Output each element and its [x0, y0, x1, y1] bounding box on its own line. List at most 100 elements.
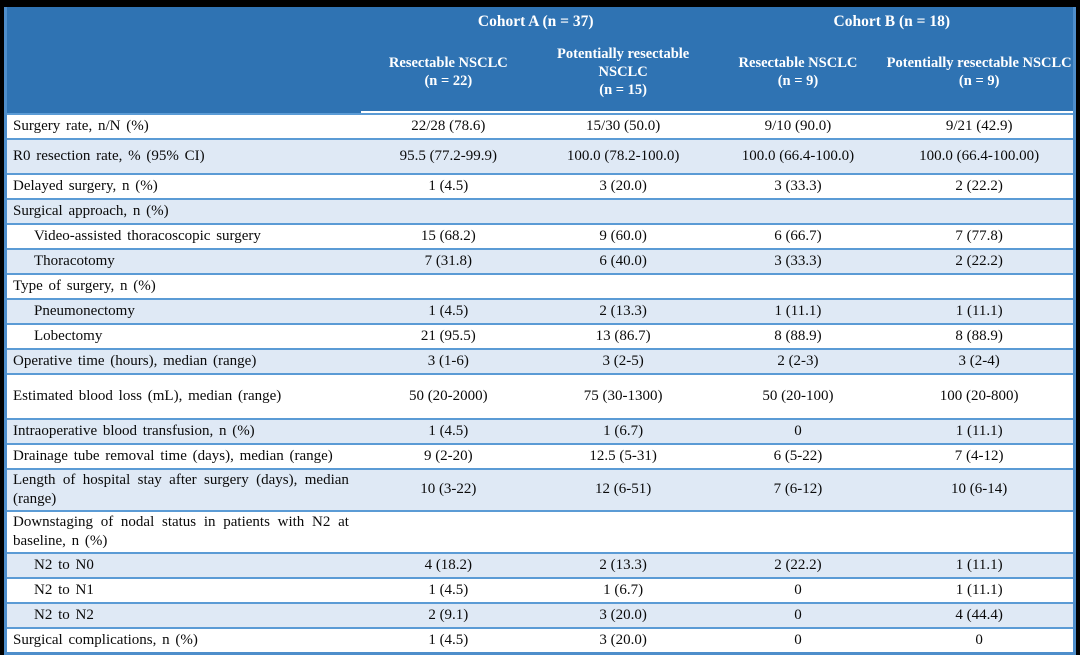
row-label: Surgical complications, n (%): [7, 626, 361, 652]
table-frame: Cohort A (n = 37) Cohort B (n = 18) Rese…: [4, 7, 1076, 655]
row-label: Estimated blood loss (mL), median (range…: [7, 373, 361, 418]
table-row-n2-to-n0: N2 to N0 4 (18.2) 2 (13.3) 2 (22.2) 1 (1…: [7, 551, 1073, 577]
column-header-b2-n: (n = 9): [958, 73, 1000, 89]
cohort-header-row: Cohort A (n = 37) Cohort B (n = 18): [7, 7, 1073, 113]
table-row-operative-time: Operative time (hours), median (range) 3…: [7, 348, 1073, 373]
row-label: N2 to N2: [7, 601, 361, 627]
table-row-hospital-stay: Length of hospital stay after surgery (d…: [7, 468, 1073, 510]
cell-value: 7 (4-12): [885, 443, 1073, 468]
cell-value: 2 (2-3): [710, 348, 886, 373]
column-header-a2-name: Potentially resectable NSCLC: [557, 45, 690, 80]
table-row-blood-transfusion: Intraoperative blood transfusion, n (%) …: [7, 418, 1073, 443]
table-row-vats: Video-assisted thoracoscopic surgery 15 …: [7, 223, 1073, 248]
cell-value: 2 (22.2): [710, 551, 886, 577]
cell-value: 4 (18.2): [360, 551, 536, 577]
cell-value: 3 (33.3): [710, 173, 886, 198]
table-row-lobectomy: Lobectomy 21 (95.5) 13 (86.7) 8 (88.9) 8…: [7, 323, 1073, 348]
cell-value: 7 (77.8): [885, 223, 1073, 248]
cell-value: 1 (11.1): [885, 551, 1073, 577]
cell-value: 2 (9.1): [360, 601, 536, 627]
cell-value: [535, 198, 711, 223]
column-header-b1-n: (n = 9): [777, 73, 819, 89]
table-body: Surgery rate, n/N (%) 22/28 (78.6) 15/30…: [7, 113, 1073, 652]
cell-value: 6 (66.7): [710, 223, 886, 248]
row-label: Intraoperative blood transfusion, n (%): [7, 418, 361, 443]
cell-value: 0: [710, 418, 886, 443]
row-label: Type of surgery, n (%): [7, 273, 361, 298]
table-row-thoracotomy: Thoracotomy 7 (31.8) 6 (40.0) 3 (33.3) 2…: [7, 248, 1073, 273]
cell-value: 2 (22.2): [885, 248, 1073, 273]
cell-value: 100.0 (66.4-100.00): [885, 138, 1073, 173]
cell-value: [885, 198, 1073, 223]
cell-value: 0: [710, 576, 886, 602]
cell-value: 1 (6.7): [535, 576, 711, 602]
cell-value: [710, 198, 886, 223]
column-header-a1-n: (n = 22): [424, 73, 473, 89]
table-row-surgical-complications: Surgical complications, n (%) 1 (4.5) 3 …: [7, 626, 1073, 652]
cell-value: 9/10 (90.0): [710, 113, 886, 138]
cell-value: 1 (11.1): [885, 418, 1073, 443]
cell-value: 8 (88.9): [885, 323, 1073, 348]
cohort-a-header: Cohort A (n = 37): [360, 7, 711, 33]
column-header-b2: Potentially resectable NSCLC (n = 9): [885, 33, 1073, 113]
cell-value: 12 (6-51): [535, 468, 711, 510]
cell-value: 10 (3-22): [360, 468, 536, 510]
cell-value: 9/21 (42.9): [885, 113, 1073, 138]
row-label: Surgical approach, n (%): [7, 198, 361, 223]
cell-value: 1 (4.5): [360, 298, 536, 323]
cell-value: [885, 509, 1073, 552]
cell-value: 1 (4.5): [360, 418, 536, 443]
cell-value: 2 (13.3): [535, 551, 711, 577]
cell-value: [360, 509, 536, 552]
table-row-delayed-surgery: Delayed surgery, n (%) 1 (4.5) 3 (20.0) …: [7, 173, 1073, 198]
cell-value: 1 (11.1): [885, 576, 1073, 602]
cell-value: 6 (40.0): [535, 248, 711, 273]
cell-value: 3 (20.0): [535, 601, 711, 627]
cell-value: 13 (86.7): [535, 323, 711, 348]
cell-value: 7 (6-12): [710, 468, 886, 510]
cell-value: 3 (20.0): [535, 626, 711, 652]
cell-value: 6 (5-22): [710, 443, 886, 468]
row-label: N2 to N0: [7, 551, 361, 577]
row-label: Video-assisted thoracoscopic surgery: [7, 223, 361, 248]
cell-value: 22/28 (78.6): [360, 113, 536, 138]
cell-value: [360, 198, 536, 223]
cell-value: 50 (20-2000): [360, 373, 536, 418]
cell-value: [710, 273, 886, 298]
table-row-pneumonectomy: Pneumonectomy 1 (4.5) 2 (13.3) 1 (11.1) …: [7, 298, 1073, 323]
cell-value: 3 (20.0): [535, 173, 711, 198]
surgery-outcomes-table: Cohort A (n = 37) Cohort B (n = 18) Rese…: [4, 7, 1076, 655]
table-row-n2-to-n2: N2 to N2 2 (9.1) 3 (20.0) 0 4 (44.4): [7, 601, 1073, 627]
column-header-a2: Potentially resectable NSCLC (n = 15): [535, 33, 711, 113]
cohort-b-header: Cohort B (n = 18): [710, 7, 1073, 33]
cell-value: 100.0 (66.4-100.0): [710, 138, 886, 173]
row-label: R0 resection rate, % (95% CI): [7, 138, 361, 173]
cell-value: 100.0 (78.2-100.0): [535, 138, 711, 173]
row-label: Length of hospital stay after surgery (d…: [7, 468, 361, 510]
cell-value: 3 (1-6): [360, 348, 536, 373]
column-header-b1-name: Resectable NSCLC: [738, 54, 858, 71]
cell-value: 0: [710, 601, 886, 627]
cell-value: 1 (4.5): [360, 576, 536, 602]
cell-value: 4 (44.4): [885, 601, 1073, 627]
column-header-row: Resectable NSCLC (n = 22) Potentially re…: [7, 33, 1073, 113]
table-row-r0-resection: R0 resection rate, % (95% CI) 95.5 (77.2…: [7, 138, 1073, 173]
column-header-a2-n: (n = 15): [599, 82, 647, 99]
cell-value: 50 (20-100): [710, 373, 886, 418]
row-label: Delayed surgery, n (%): [7, 173, 361, 198]
column-header-b2-name: Potentially resectable NSCLC: [886, 54, 1072, 71]
cell-value: 1 (6.7): [535, 418, 711, 443]
table-row-downstaging: Downstaging of nodal status in patients …: [7, 509, 1073, 552]
row-label: Pneumonectomy: [7, 298, 361, 323]
cell-value: 0: [885, 626, 1073, 652]
row-label: Surgery rate, n/N (%): [7, 113, 361, 138]
cell-value: 12.5 (5-31): [535, 443, 711, 468]
cell-value: 3 (33.3): [710, 248, 886, 273]
row-label: Thoracotomy: [7, 248, 361, 273]
table-row-surgical-approach: Surgical approach, n (%): [7, 198, 1073, 223]
cell-value: 9 (2-20): [360, 443, 536, 468]
cell-value: [360, 273, 536, 298]
cell-value: [535, 273, 711, 298]
cell-value: 10 (6-14): [885, 468, 1073, 510]
table-header: Cohort A (n = 37) Cohort B (n = 18) Rese…: [7, 7, 1073, 113]
